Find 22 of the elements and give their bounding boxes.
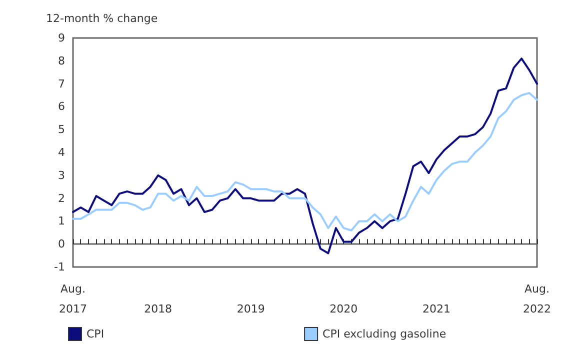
y-tick-label: 0: [58, 238, 65, 251]
y-tick-label: 4: [58, 146, 65, 159]
y-tick-label: 7: [58, 77, 65, 90]
x-tick-label: 2018: [144, 302, 172, 316]
x-tick-label: 2020: [330, 302, 358, 316]
x-tick-label: 2021: [422, 302, 450, 316]
line-series: [72, 58, 538, 254]
y-tick-label: 2: [58, 192, 65, 205]
x-tick-label: Aug. 2017: [59, 282, 87, 316]
y-tick-label: 8: [58, 54, 65, 68]
x-tick-label: 2019: [236, 302, 265, 316]
y-axis-title: 12-month % change: [46, 12, 158, 25]
y-tick-label: -1: [54, 260, 65, 274]
y-tick-label: 9: [58, 32, 65, 44]
x-tick-label: Aug. 2022: [523, 282, 551, 316]
y-tick-label: 1: [58, 214, 65, 228]
legend-label: CPI excluding gasoline: [322, 328, 446, 340]
legend-label: CPI: [86, 328, 104, 340]
y-tick-label: 3: [58, 168, 65, 182]
y-tick-label: 5: [58, 123, 65, 136]
line-series: [72, 92, 538, 232]
y-tick-label: 6: [58, 100, 65, 114]
